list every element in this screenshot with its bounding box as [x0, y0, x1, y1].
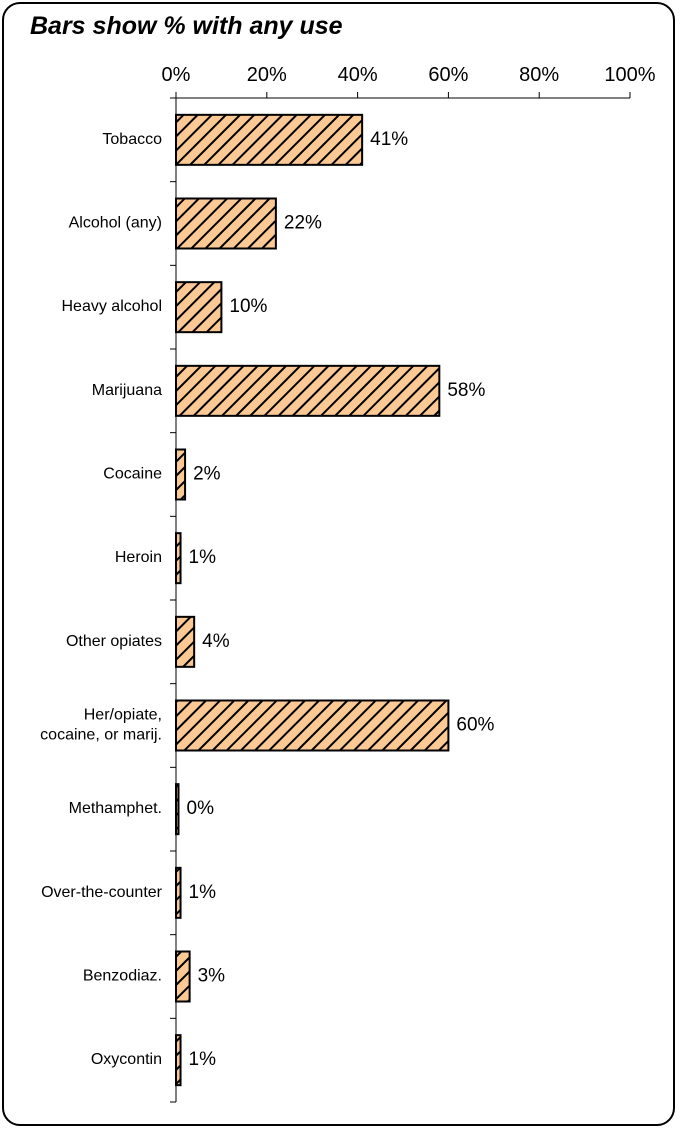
data-label: 4% [202, 631, 230, 652]
bar [175, 448, 187, 501]
bar [175, 197, 277, 250]
bar [175, 113, 364, 166]
bar [175, 532, 182, 585]
bar [175, 699, 450, 752]
data-label: 1% [189, 1049, 217, 1070]
category-label: Benzodiaz. [83, 968, 162, 985]
category-label: Cocaine [103, 466, 162, 483]
x-tick-label: 40% [338, 64, 378, 86]
data-label: 1% [189, 882, 217, 903]
data-label: 60% [456, 715, 494, 736]
category-label: Over-the-counter [41, 884, 163, 901]
data-label: 2% [193, 464, 221, 485]
x-tick-label: 100% [604, 64, 655, 86]
x-tick-label: 20% [247, 64, 287, 86]
category-label: Tobacco [102, 131, 162, 148]
bar [175, 615, 196, 668]
x-tick-label: 60% [428, 64, 468, 86]
bar [175, 866, 182, 919]
data-label: 10% [229, 296, 267, 317]
data-label: 41% [370, 129, 408, 150]
category-label: Oxycontin [91, 1051, 162, 1068]
x-tick-label: 80% [519, 64, 559, 86]
category-label: Heavy alcohol [62, 298, 163, 315]
bar [175, 783, 180, 836]
chart-title: Bars show % with any use [30, 12, 343, 40]
category-label: Heroin [115, 549, 162, 566]
bar [175, 1034, 182, 1087]
category-label: Other opiates [66, 633, 162, 650]
data-label: 3% [198, 966, 226, 987]
category-label: Her/opiate, cocaine, or marij. [40, 707, 162, 744]
data-label: 58% [447, 380, 485, 401]
data-label: 0% [187, 798, 215, 819]
bar [175, 950, 191, 1003]
bar [175, 364, 441, 417]
category-label: Marijuana [92, 382, 162, 399]
bar [175, 281, 223, 334]
category-label: Alcohol (any) [69, 215, 162, 232]
x-tick-label: 0% [162, 64, 191, 86]
category-label: Methamphet. [69, 800, 162, 817]
data-label: 22% [284, 213, 322, 234]
data-label: 1% [189, 547, 217, 568]
